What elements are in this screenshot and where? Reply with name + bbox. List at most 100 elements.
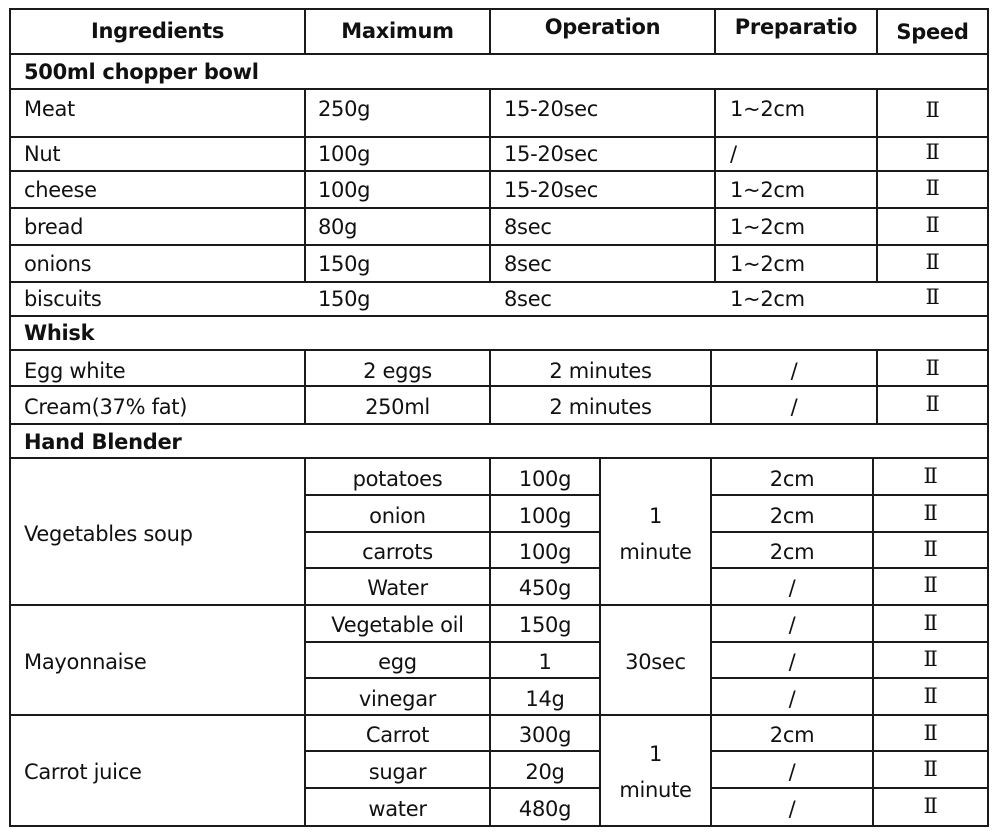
row-divider — [305, 494, 601, 496]
recipe-name: Vegetables soup — [24, 522, 193, 546]
row-divider — [9, 349, 989, 351]
row-divider — [305, 677, 601, 679]
cell-preparation: / — [788, 760, 796, 784]
cell-speed: Ⅱ — [925, 176, 940, 200]
cell-operation: 15-20sec — [504, 142, 599, 166]
cell-preparation: / — [790, 395, 798, 419]
header-preparation: Preparatio — [734, 15, 858, 39]
cell-speed: Ⅱ — [925, 356, 940, 380]
cell-ingredient: Water — [367, 576, 428, 600]
recipe-name: Mayonnaise — [24, 650, 147, 674]
row-divider — [9, 88, 989, 90]
cell-speed: Ⅱ — [923, 757, 938, 781]
cell-speed: Ⅱ — [923, 721, 938, 745]
cell-quantity: 1 — [538, 650, 552, 674]
row-divider — [305, 531, 601, 533]
cell-speed: Ⅱ — [923, 573, 938, 597]
cell-maximum: 100g — [318, 178, 371, 202]
cell-ingredient: biscuits — [24, 287, 102, 311]
cell-ingredient: Nut — [24, 142, 61, 166]
cell-speed: Ⅱ — [925, 392, 940, 416]
cell-preparation: / — [788, 687, 796, 711]
col-divider — [304, 88, 306, 283]
row-divider — [9, 207, 989, 209]
table-border-left — [9, 8, 11, 827]
cell-preparation: 2cm — [769, 504, 815, 528]
cell-preparation: / — [788, 797, 796, 821]
recipe-name: Carrot juice — [24, 760, 142, 784]
section-title-whisk: Whisk — [24, 321, 95, 345]
cell-ingredient: carrots — [362, 540, 433, 564]
cell-speed: Ⅱ — [925, 250, 940, 274]
cell-maximum: 250g — [318, 97, 371, 121]
cell-speed: Ⅱ — [923, 501, 938, 525]
cell-preparation: 1~2cm — [730, 287, 805, 311]
col-divider — [489, 8, 491, 55]
cell-ingredient: Meat — [24, 97, 75, 121]
cell-preparation: 1~2cm — [730, 178, 805, 202]
section-title-chopper: 500ml chopper bowl — [24, 60, 259, 84]
cell-preparation: / — [788, 576, 796, 600]
col-divider — [876, 349, 878, 425]
cell-quantity: 20g — [525, 760, 565, 784]
cell-quantity: 480g — [518, 797, 572, 821]
cell-ingredient: cheese — [24, 178, 97, 202]
cell-ingredient: Cream(37% fat) — [24, 395, 188, 419]
cell-preparation: / — [788, 650, 796, 674]
row-divider — [9, 170, 989, 172]
row-divider — [9, 136, 989, 138]
cell-speed: Ⅱ — [925, 213, 940, 237]
table-border-top — [9, 8, 989, 10]
row-divider — [9, 281, 989, 283]
col-divider — [714, 8, 716, 55]
row-divider — [9, 604, 989, 606]
cell-speed: Ⅱ — [923, 464, 938, 488]
col-divider — [714, 88, 716, 283]
cell-ingredient: Egg white — [24, 359, 126, 383]
cell-speed: Ⅱ — [923, 611, 938, 635]
col-divider — [489, 457, 491, 827]
header-operation: Operation — [544, 15, 661, 39]
cell-maximum: 100g — [318, 142, 371, 166]
cell-ingredient: potatoes — [352, 467, 443, 491]
cell-ingredient: bread — [24, 215, 84, 239]
cell-preparation: / — [788, 613, 796, 637]
cell-speed: Ⅱ — [923, 684, 938, 708]
row-divider — [9, 315, 989, 317]
cell-ingredient: water — [368, 797, 427, 821]
header-maximum: Maximum — [341, 19, 454, 43]
cell-operation: 2 minutes — [549, 359, 652, 383]
row-divider — [711, 531, 989, 533]
row-divider — [711, 494, 989, 496]
row-divider — [9, 457, 989, 459]
header-ingredients: Ingredients — [90, 19, 225, 43]
cell-operation: minute — [619, 540, 692, 564]
cell-preparation: 1~2cm — [730, 97, 805, 121]
cell-speed: Ⅱ — [923, 537, 938, 561]
row-divider — [711, 641, 989, 643]
col-divider — [489, 349, 491, 425]
header-speed: Speed — [896, 20, 969, 44]
row-divider — [9, 423, 989, 425]
row-divider — [305, 641, 601, 643]
row-divider — [711, 750, 989, 752]
cell-quantity: 100g — [518, 504, 572, 528]
col-divider — [872, 457, 874, 827]
col-divider — [304, 8, 306, 55]
col-divider — [304, 457, 306, 827]
row-divider — [711, 567, 989, 569]
row-divider — [305, 750, 601, 752]
cell-speed: Ⅱ — [925, 285, 940, 309]
cell-quantity: 100g — [518, 540, 572, 564]
cell-speed: Ⅱ — [923, 647, 938, 671]
cell-operation: 8sec — [504, 287, 552, 311]
cell-maximum: 150g — [318, 287, 371, 311]
cell-maximum: 2 eggs — [363, 359, 432, 383]
row-divider — [711, 787, 989, 789]
cell-operation: 15-20sec — [504, 97, 599, 121]
cell-preparation: / — [730, 142, 737, 166]
row-divider — [305, 567, 601, 569]
cell-preparation: 2cm — [769, 467, 815, 491]
cell-preparation: 2cm — [769, 540, 815, 564]
row-divider — [9, 244, 989, 246]
